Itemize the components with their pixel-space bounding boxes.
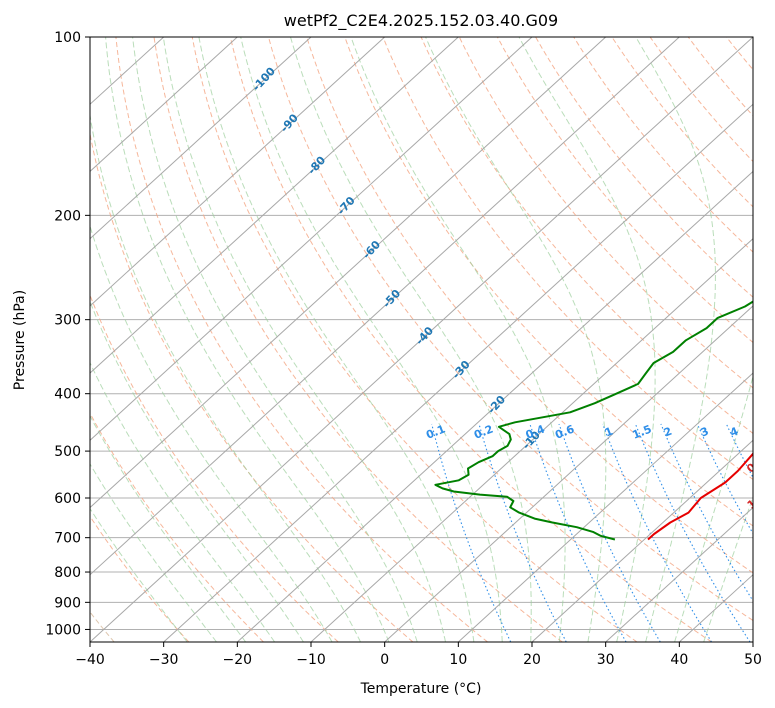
y-tick-label: 1000 <box>45 622 81 638</box>
mixing-ratio-line <box>634 423 751 642</box>
mixing-ratio-line <box>725 423 753 479</box>
moist-adiabat-line <box>90 361 276 642</box>
x-tick-label: −30 <box>149 652 179 668</box>
moist-adiabat-line <box>105 37 390 642</box>
y-tick-label: 400 <box>54 387 81 403</box>
x-tick-label: 10 <box>449 652 467 668</box>
saturated-adiabat-label: 20 <box>751 523 771 543</box>
isotherm-line <box>457 372 753 642</box>
dry-adiabat-line <box>90 412 264 642</box>
mixing-ratio-lines <box>431 423 753 642</box>
isotherm-line <box>90 37 459 374</box>
moist-adiabat-line <box>162 37 446 642</box>
y-tick-label: 800 <box>54 565 81 581</box>
dry-adiabat-line <box>153 37 563 642</box>
isotherm-line <box>90 37 386 307</box>
y-tick-label: 600 <box>54 491 81 507</box>
x-tick-label: 20 <box>523 652 541 668</box>
x-tick-label: −10 <box>296 652 326 668</box>
mixing-ratio-line <box>602 423 713 642</box>
moist-adiabat-line <box>90 300 304 642</box>
isotherm-line <box>605 506 753 642</box>
chart-title: wetPf2_C2E4.2025.152.03.40.G09 <box>284 11 558 31</box>
x-axis: −40 −30 −20 −10 0 10 20 30 40 50 <box>75 642 762 668</box>
isotherm-line <box>90 37 238 173</box>
y-tick-label: 500 <box>54 444 81 460</box>
isotherm-line <box>90 37 312 240</box>
dewpoint-profile-line <box>434 300 753 541</box>
moist-adiabat-line <box>350 37 566 642</box>
dry-adiabat-line <box>382 37 753 481</box>
isotherm-line <box>163 103 753 642</box>
saturated-adiabat-label: 10 <box>745 492 765 512</box>
moist-adiabat-line <box>674 374 753 642</box>
isotherm-line <box>90 37 607 509</box>
mixing-ratio-line <box>478 423 567 642</box>
temperature-profile-line <box>647 452 753 541</box>
y-tick-label: 900 <box>54 595 81 611</box>
pressure-gridlines <box>90 37 753 630</box>
moist-adiabat-line <box>518 37 656 642</box>
x-tick-label: 0 <box>380 652 389 668</box>
x-tick-label: 30 <box>597 652 615 668</box>
moist-adiabat-line <box>290 37 532 642</box>
isotherm-line <box>384 305 753 642</box>
y-axis: 100 200 300 400 500 600 700 800 900 1000 <box>45 30 90 638</box>
moist-adiabat-line <box>132 37 418 642</box>
isotherm-line <box>531 439 753 642</box>
mixing-ratio-label: 3 <box>699 425 711 440</box>
dry-adiabat-line <box>496 37 753 344</box>
x-tick-label: −40 <box>75 652 105 668</box>
mixing-ratio-line <box>431 423 512 642</box>
plot-frame <box>89 36 754 643</box>
moist-adiabat-line <box>240 37 503 642</box>
x-tick-label: 50 <box>744 652 762 668</box>
dry-adiabat-line <box>420 37 753 435</box>
moist-adiabat-line <box>198 37 475 642</box>
mixing-ratio-label: 2 <box>662 425 674 440</box>
y-tick-label: 300 <box>54 313 81 329</box>
isotherm-line <box>90 37 753 642</box>
isotherm-line <box>236 170 753 642</box>
x-axis-label: Temperature (°C) <box>360 681 482 697</box>
y-tick-label: 700 <box>54 531 81 547</box>
moist-adiabat-line <box>90 463 217 642</box>
isotherm-line <box>90 37 533 442</box>
saturated-adiabat-label: 0 <box>744 460 758 475</box>
x-tick-label: 40 <box>670 652 688 668</box>
y-tick-label: 100 <box>54 30 81 46</box>
dry-adiabat-line <box>115 37 488 642</box>
isotherm-line <box>310 237 753 642</box>
y-axis-label: Pressure (hPa) <box>12 290 28 390</box>
moist-adiabat-line <box>90 414 247 642</box>
x-tick-label: −20 <box>223 652 253 668</box>
isotherms <box>90 37 753 642</box>
dry-adiabat-line <box>306 37 753 574</box>
dry-adiabat-line <box>90 293 339 642</box>
sounding-profiles <box>434 300 753 541</box>
moist-adiabat-line <box>425 37 607 642</box>
moist-adiabat-line <box>90 224 333 642</box>
mixing-ratio-line <box>529 423 627 642</box>
plot-area: -100-90-80-70-60-50-40-30-20-100.1 0.2 0.4… <box>90 37 771 642</box>
isotherm-line <box>90 37 680 576</box>
y-tick-label: 200 <box>54 208 81 224</box>
dry-adiabat-line <box>191 37 638 642</box>
mixing-ratio-label: 1 <box>603 425 615 440</box>
mixing-ratio-line <box>660 423 753 602</box>
dry-adiabat-line <box>535 37 753 298</box>
dry-adiabat-line <box>268 37 753 622</box>
